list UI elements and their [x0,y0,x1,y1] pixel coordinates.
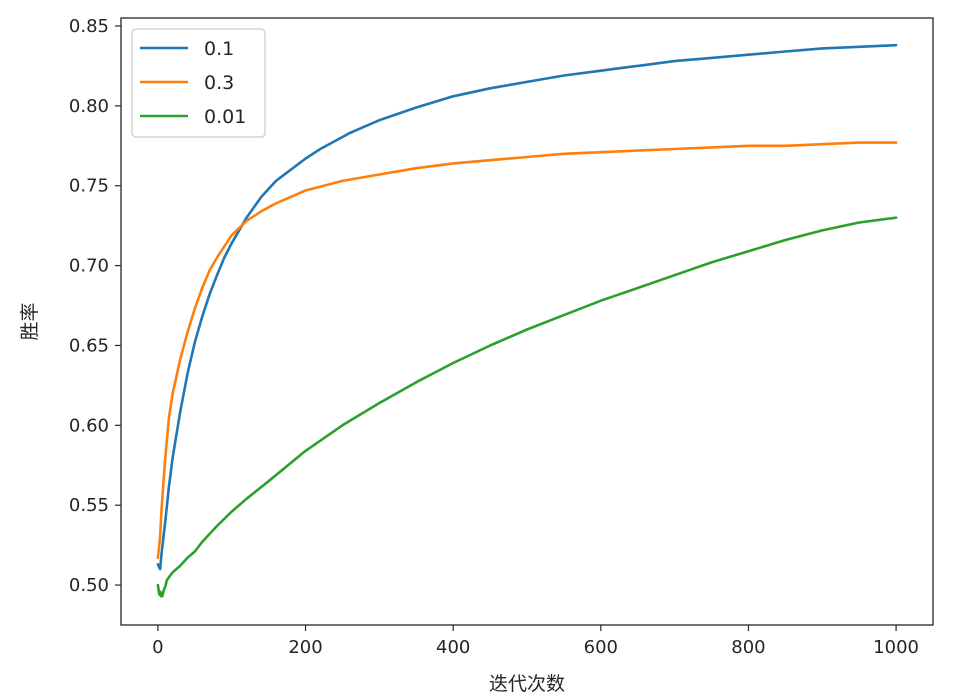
x-axis-label: 迭代次数 [489,673,565,695]
x-tick-label: 400 [436,637,470,658]
series-line-1 [156,141,898,560]
y-axis-label: 胜率 [19,302,41,340]
plot-lines [156,43,898,598]
series-line-0 [156,43,898,571]
y-tick-label: 0.50 [69,575,109,596]
y-tick-label: 0.75 [69,176,109,197]
x-tick-label: 800 [731,637,765,658]
legend-label: 0.01 [204,106,246,128]
legend: 0.1 0.3 0.01 [131,28,266,138]
plot-frame [120,17,934,626]
x-tick-label: 200 [288,637,322,658]
legend-label: 0.1 [204,38,234,60]
x-axis: 0 200 400 600 800 1000 [152,625,919,658]
legend-label: 0.3 [204,72,234,94]
y-tick-label: 0.65 [69,335,109,356]
x-tick-label: 1000 [873,637,919,658]
series-line-2 [156,216,898,598]
y-tick-label: 0.55 [69,495,109,516]
y-tick-label: 0.85 [69,16,109,37]
legend-box [131,28,266,138]
y-axis: 0.50 0.55 0.60 0.65 0.70 0.75 0.80 0.85 [69,16,121,596]
y-tick-label: 0.80 [69,96,109,117]
x-tick-label: 0 [152,637,163,658]
y-tick-label: 0.70 [69,256,109,277]
y-tick-label: 0.60 [69,415,109,436]
x-tick-label: 600 [584,637,618,658]
